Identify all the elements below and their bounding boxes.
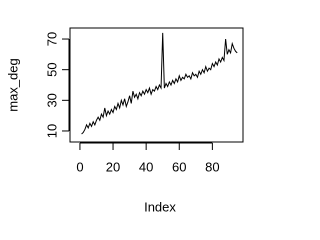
chart: Index max_deg 0 20 40 60 80 10 30 50 70 <box>5 27 244 214</box>
y-axis-label: max_deg <box>5 58 20 111</box>
plot-box <box>69 27 244 143</box>
y-tick-label: 10 <box>44 124 59 138</box>
x-tick-label: 60 <box>172 159 186 174</box>
x-tick-label: 20 <box>106 159 120 174</box>
data-line <box>81 32 238 135</box>
x-tick-label: 80 <box>205 159 219 174</box>
x-axis-label: Index <box>144 199 176 214</box>
y-tick-label: 70 <box>44 32 59 46</box>
y-tick-label: 30 <box>44 93 59 107</box>
x-tick-label: 0 <box>76 159 83 174</box>
x-tick-label: 40 <box>139 159 153 174</box>
y-tick-label: 50 <box>44 62 59 76</box>
